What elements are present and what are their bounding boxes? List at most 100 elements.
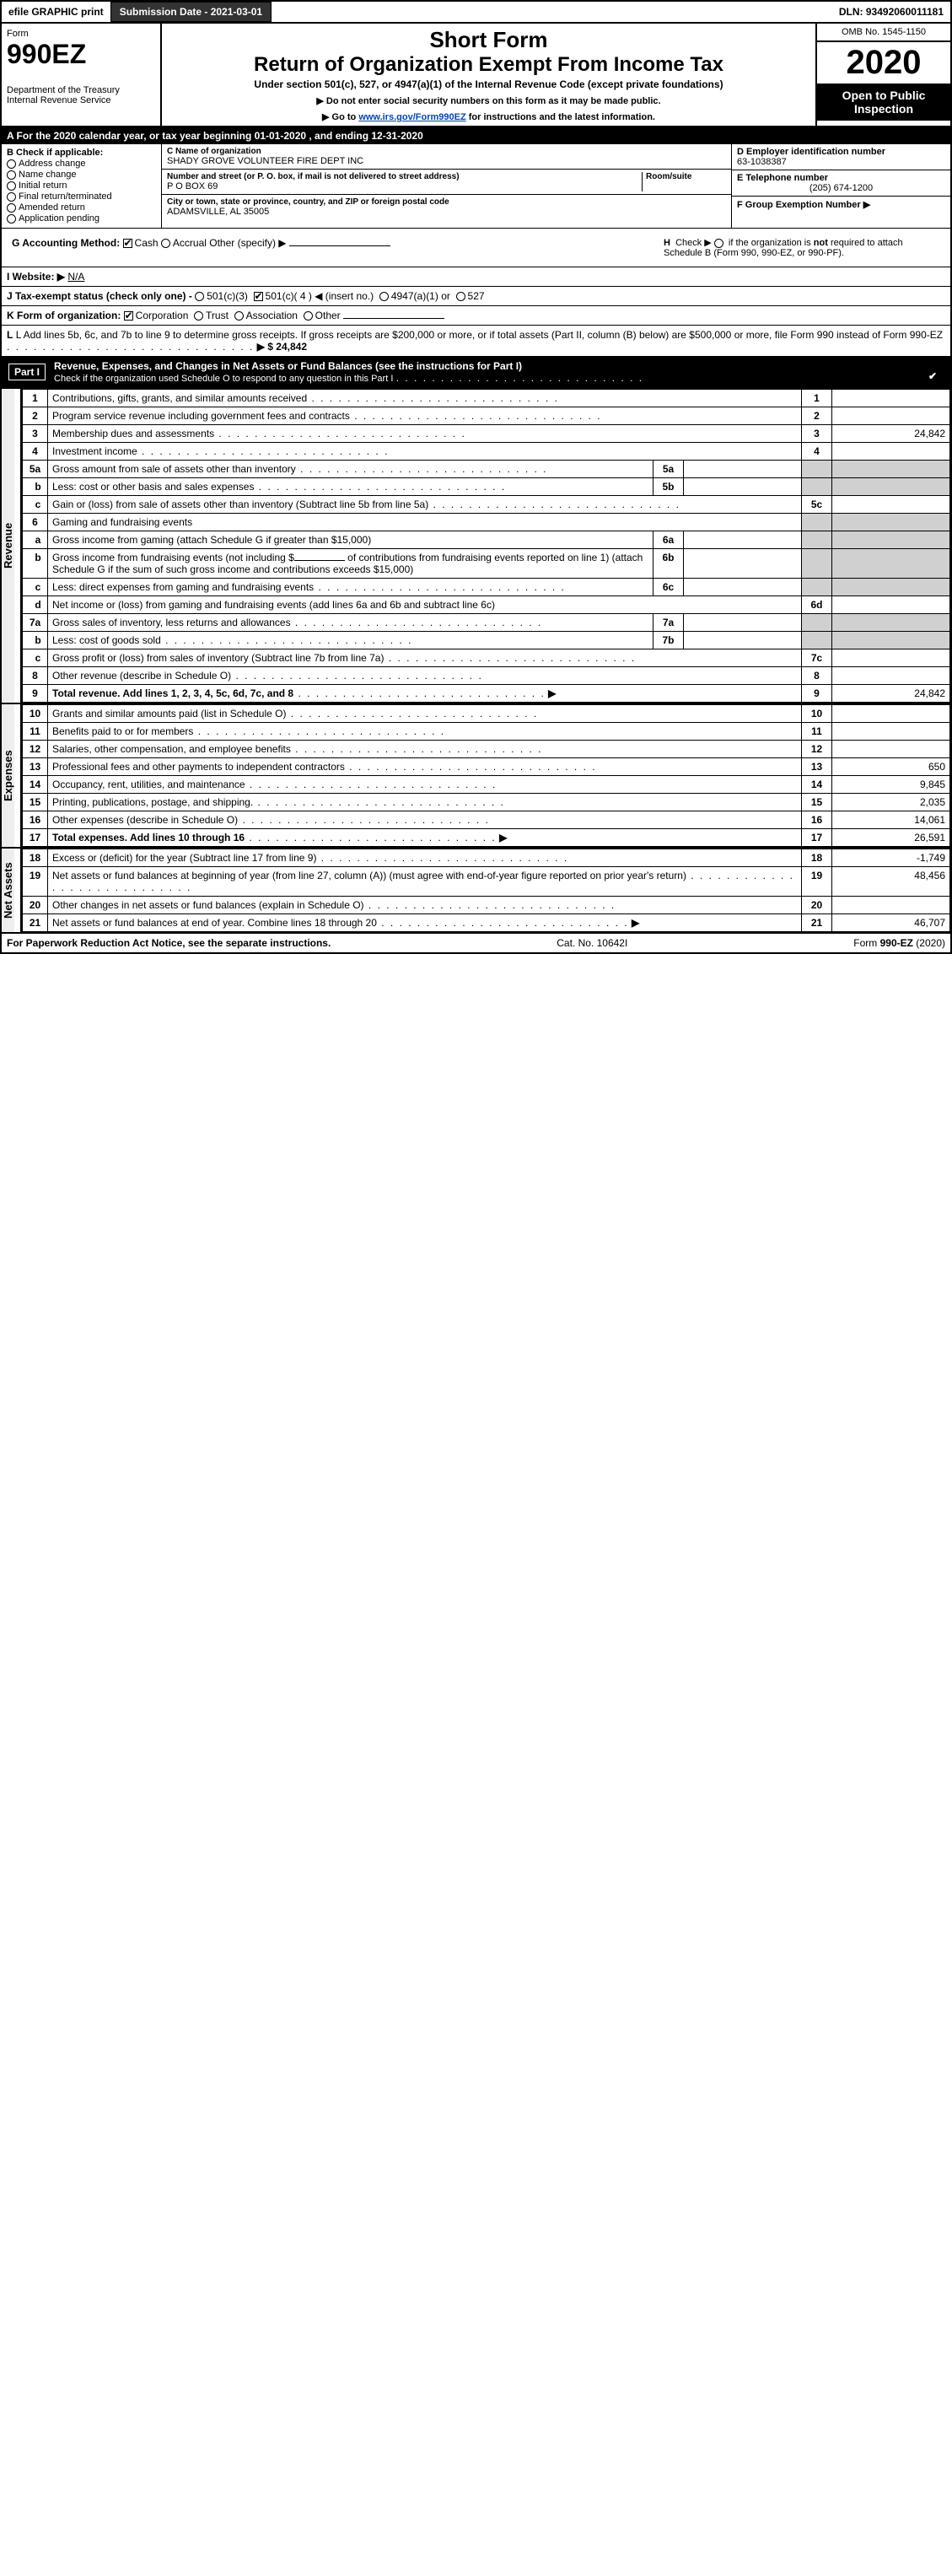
- expenses-section: Expenses 10Grants and similar amounts pa…: [2, 703, 950, 847]
- line-6c: cLess: direct expenses from gaming and f…: [23, 579, 950, 596]
- warn-goto: ▶ Go to www.irs.gov/Form990EZ for instru…: [165, 111, 812, 122]
- col-b-title: B Check if applicable:: [7, 148, 156, 158]
- form-page: efile GRAPHIC print Submission Date - 20…: [0, 0, 952, 954]
- col-b-checkboxes: B Check if applicable: Address change Na…: [2, 144, 162, 228]
- header-center: Short Form Return of Organization Exempt…: [162, 24, 815, 126]
- row-i-website: I Website: ▶ N/A: [2, 267, 950, 287]
- line-1: 1Contributions, gifts, grants, and simil…: [23, 390, 950, 407]
- irs-link[interactable]: www.irs.gov/Form990EZ: [358, 112, 465, 122]
- h-schedule-b: H Check ▶ if the organization is not req…: [659, 232, 945, 263]
- warn-goto-prefix: ▶ Go to: [322, 112, 358, 122]
- line-6a: aGross income from gaming (attach Schedu…: [23, 531, 950, 549]
- part-i-label: Part I: [8, 364, 46, 380]
- chk-address-change[interactable]: Address change: [7, 159, 156, 169]
- g-label: G Accounting Method:: [12, 237, 120, 249]
- chk-name-change[interactable]: Name change: [7, 170, 156, 180]
- ein-value: 63-1038387: [737, 157, 945, 167]
- cell-address: Number and street (or P. O. box, if mail…: [162, 170, 731, 195]
- netassets-section: Net Assets 18Excess or (deficit) for the…: [2, 847, 950, 932]
- page-footer: For Paperwork Reduction Act Notice, see …: [2, 932, 950, 952]
- chk-association[interactable]: Association: [234, 310, 298, 321]
- k-label: K Form of organization:: [7, 310, 121, 321]
- chk-application-pending[interactable]: Application pending: [7, 213, 156, 224]
- footer-left: For Paperwork Reduction Act Notice, see …: [7, 937, 331, 949]
- line-5a: 5aGross amount from sale of assets other…: [23, 461, 950, 478]
- col-c-org-info: C Name of organization SHADY GROVE VOLUN…: [162, 144, 731, 228]
- chk-initial-return[interactable]: Initial return: [7, 181, 156, 191]
- cell-ein: D Employer identification number 63-1038…: [732, 144, 950, 170]
- line-18: 18Excess or (deficit) for the year (Subt…: [23, 849, 950, 867]
- header-right: OMB No. 1545-1150 2020 Open to Public In…: [815, 24, 950, 126]
- line-6d: dNet income or (loss) from gaming and fu…: [23, 596, 950, 614]
- chk-amended-return[interactable]: Amended return: [7, 202, 156, 213]
- line-15: 15Printing, publications, postage, and s…: [23, 794, 950, 811]
- chk-4947[interactable]: 4947(a)(1) or: [379, 290, 450, 302]
- line-7c: cGross profit or (loss) from sales of in…: [23, 649, 950, 667]
- subtitle: Under section 501(c), 527, or 4947(a)(1)…: [165, 78, 812, 90]
- row-a-tax-year: A For the 2020 calendar year, or tax yea…: [2, 127, 950, 144]
- chk-corporation[interactable]: Corporation: [124, 310, 189, 321]
- expenses-table: 10Grants and similar amounts paid (list …: [22, 704, 950, 847]
- warn-ssn: ▶ Do not enter social security numbers o…: [165, 95, 812, 106]
- row-j-tax-exempt: J Tax-exempt status (check only one) - 5…: [2, 287, 950, 306]
- chk-cash[interactable]: Cash: [123, 237, 159, 249]
- row-gh: G Accounting Method: Cash Accrual Other …: [2, 229, 950, 267]
- j-label: J Tax-exempt status (check only one) -: [7, 290, 192, 302]
- cell-phone: E Telephone number (205) 674-1200: [732, 170, 950, 197]
- revenue-section: Revenue 1Contributions, gifts, grants, a…: [2, 387, 950, 703]
- e-label: E Telephone number: [737, 173, 945, 183]
- f-label: F Group Exemption Number ▶: [737, 200, 870, 210]
- netassets-side-label: Net Assets: [2, 849, 14, 932]
- line-21: 21Net assets or fund balances at end of …: [23, 914, 950, 932]
- chk-other-org[interactable]: Other: [304, 310, 341, 321]
- part-i-header: Part I Revenue, Expenses, and Changes in…: [2, 357, 950, 387]
- chk-other[interactable]: Other (specify) ▶: [209, 237, 390, 249]
- expenses-side-label: Expenses: [2, 704, 14, 847]
- line-14: 14Occupancy, rent, utilities, and mainte…: [23, 776, 950, 794]
- cell-city: City or town, state or province, country…: [162, 195, 731, 219]
- chk-final-return[interactable]: Final return/terminated: [7, 191, 156, 202]
- line-6: 6Gaming and fundraising events: [23, 514, 950, 531]
- form-header: Form 990EZ Department of the Treasury In…: [2, 24, 950, 127]
- entity-block: B Check if applicable: Address change Na…: [2, 144, 950, 229]
- row-l-gross-receipts: L L Add lines 5b, 6c, and 7b to line 9 t…: [2, 326, 950, 357]
- top-bar: efile GRAPHIC print Submission Date - 20…: [2, 2, 950, 24]
- line-16: 16Other expenses (describe in Schedule O…: [23, 811, 950, 829]
- chk-501c[interactable]: 501(c)( 4 ) ◀ (insert no.): [254, 290, 374, 302]
- city-label: City or town, state or province, country…: [167, 197, 726, 207]
- footer-form-ref: Form 990-EZ (2020): [853, 937, 945, 949]
- addr-label: Number and street (or P. O. box, if mail…: [167, 172, 642, 181]
- netassets-table: 18Excess or (deficit) for the year (Subt…: [22, 849, 950, 932]
- line-19: 19Net assets or fund balances at beginni…: [23, 867, 950, 897]
- form-number: 990EZ: [7, 39, 155, 70]
- website-value: N/A: [67, 271, 84, 283]
- header-left: Form 990EZ Department of the Treasury In…: [2, 24, 162, 126]
- phone-value: (205) 674-1200: [737, 183, 945, 193]
- h-text: H Check ▶ if the organization is not req…: [664, 238, 903, 258]
- line-3: 3Membership dues and assessments324,842: [23, 425, 950, 443]
- line-13: 13Professional fees and other payments t…: [23, 758, 950, 776]
- line-6b: bGross income from fundraising events (n…: [23, 549, 950, 579]
- chk-501c3[interactable]: 501(c)(3): [195, 290, 248, 302]
- chk-accrual[interactable]: Accrual: [161, 237, 207, 249]
- org-address: P O BOX 69: [167, 181, 642, 191]
- l-amount: ▶ $ 24,842: [257, 341, 307, 353]
- chk-527[interactable]: 527: [456, 290, 485, 302]
- line-2: 2Program service revenue including gover…: [23, 407, 950, 425]
- chk-trust[interactable]: Trust: [194, 310, 229, 321]
- submission-date-button[interactable]: Submission Date - 2021-03-01: [110, 2, 272, 22]
- cell-group-exemption: F Group Exemption Number ▶: [732, 197, 950, 213]
- line-4: 4Investment income4: [23, 443, 950, 461]
- chk-schedule-o[interactable]: [928, 372, 937, 381]
- line-9: 9Total revenue. Add lines 1, 2, 3, 4, 5c…: [23, 685, 950, 703]
- line-10: 10Grants and similar amounts paid (list …: [23, 705, 950, 723]
- tax-year: 2020: [817, 42, 950, 84]
- chk-h[interactable]: [714, 239, 723, 248]
- line-12: 12Salaries, other compensation, and empl…: [23, 741, 950, 758]
- revenue-table: 1Contributions, gifts, grants, and simil…: [22, 389, 950, 703]
- line-8: 8Other revenue (describe in Schedule O)8: [23, 667, 950, 685]
- c-label: C Name of organization: [167, 147, 726, 156]
- line-17: 17Total expenses. Add lines 10 through 1…: [23, 829, 950, 847]
- dln-label: DLN: 93492060011181: [832, 3, 950, 20]
- room-label: Room/suite: [646, 172, 726, 181]
